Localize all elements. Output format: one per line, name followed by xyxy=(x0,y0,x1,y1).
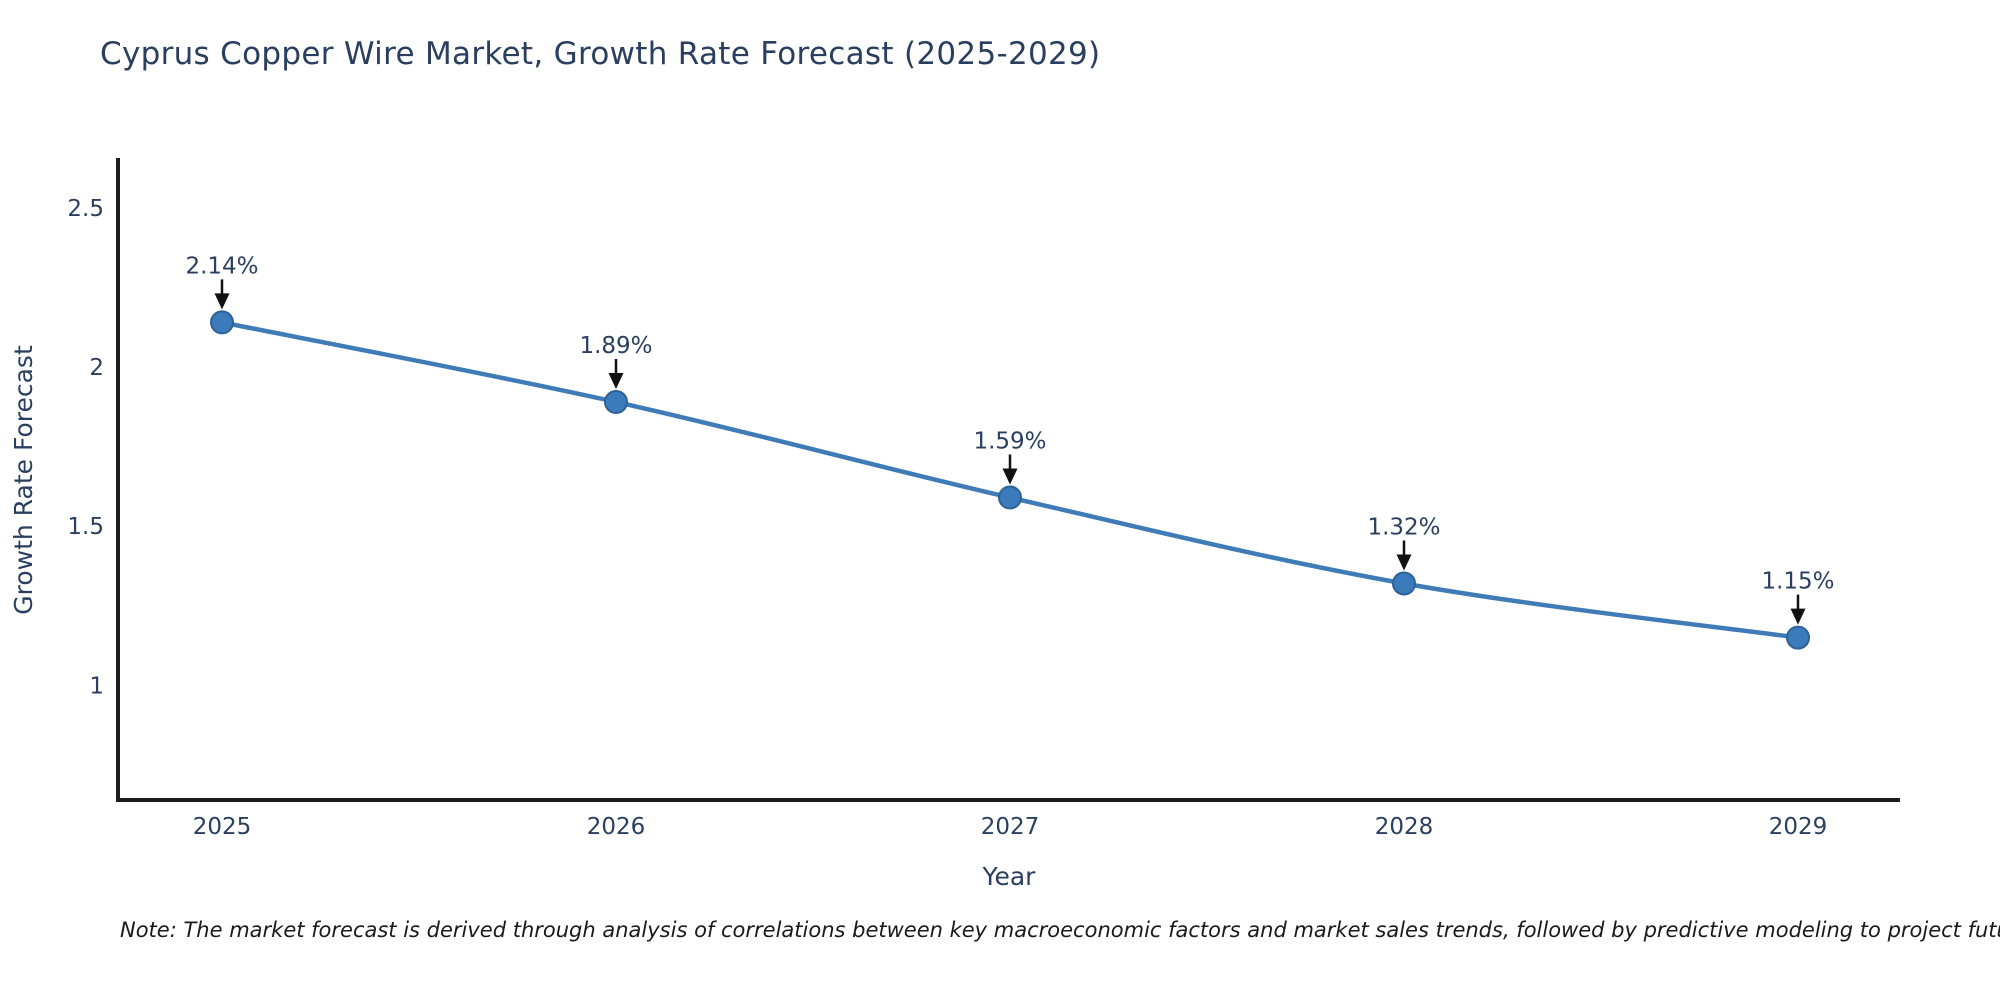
annotation-label: 1.15% xyxy=(1761,569,1834,595)
y-axis-title: Growth Rate Forecast xyxy=(9,345,38,615)
data-point-marker xyxy=(1786,625,1810,650)
annotation-arrowhead xyxy=(1396,554,1412,571)
annotation-label: 2.14% xyxy=(185,253,258,279)
data-point-marker xyxy=(1392,571,1416,596)
y-tick-label: 1.5 xyxy=(67,514,104,540)
annotation-arrowhead xyxy=(608,372,624,389)
x-tick-label: 2028 xyxy=(1375,814,1434,840)
chart-footnote: Note: The market forecast is derived thr… xyxy=(120,918,2000,942)
data-point-marker xyxy=(210,310,234,335)
y-tick-label: 1 xyxy=(89,673,104,699)
data-point-marker xyxy=(604,389,628,414)
annotation-label: 1.89% xyxy=(579,333,652,359)
y-tick-label: 2 xyxy=(89,355,104,381)
data-point-marker xyxy=(998,485,1022,510)
x-axis-title: Year xyxy=(982,862,1037,891)
annotation-arrowhead xyxy=(214,293,230,310)
x-tick-label: 2029 xyxy=(1769,814,1828,840)
annotation-label: 1.59% xyxy=(973,429,1046,455)
annotation-arrowhead xyxy=(1790,608,1806,625)
annotation-label: 1.32% xyxy=(1367,514,1440,540)
x-tick-label: 2026 xyxy=(587,814,646,840)
chart-title: Cyprus Copper Wire Market, Growth Rate F… xyxy=(100,36,1101,72)
x-tick-label: 2025 xyxy=(193,814,252,840)
y-tick-label: 2.5 xyxy=(67,196,104,222)
annotation-arrowhead xyxy=(1002,468,1018,485)
x-tick-label: 2027 xyxy=(981,814,1040,840)
